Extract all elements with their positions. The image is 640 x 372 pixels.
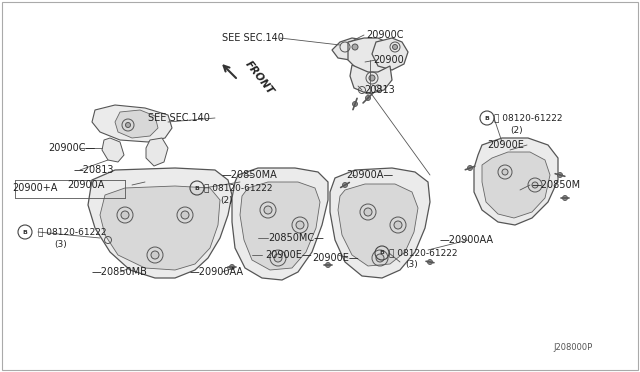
Circle shape: [274, 254, 282, 262]
Circle shape: [151, 251, 159, 259]
Circle shape: [296, 221, 304, 229]
Polygon shape: [240, 182, 320, 270]
Polygon shape: [146, 138, 168, 166]
Circle shape: [342, 183, 348, 187]
Circle shape: [557, 173, 563, 177]
Polygon shape: [115, 110, 158, 138]
Circle shape: [502, 169, 508, 175]
Text: SEE SEC.140: SEE SEC.140: [222, 33, 284, 43]
Circle shape: [532, 182, 538, 188]
Polygon shape: [332, 38, 368, 60]
Circle shape: [352, 44, 358, 50]
Text: 20900E—: 20900E—: [312, 253, 358, 263]
Text: (3): (3): [405, 260, 418, 269]
Text: B: B: [380, 250, 385, 256]
Text: B: B: [195, 186, 200, 190]
Circle shape: [326, 263, 330, 267]
Text: —20900AA: —20900AA: [440, 235, 494, 245]
Text: 20900E—: 20900E—: [265, 250, 312, 260]
Text: Ⓑ 08120-61222: Ⓑ 08120-61222: [204, 183, 273, 192]
Circle shape: [364, 208, 372, 216]
Text: 20813: 20813: [364, 85, 395, 95]
Circle shape: [376, 254, 384, 262]
Text: (3): (3): [54, 240, 67, 248]
Circle shape: [467, 166, 472, 170]
Text: —20850MA: —20850MA: [222, 170, 278, 180]
Circle shape: [264, 206, 272, 214]
Text: B: B: [484, 115, 490, 121]
Circle shape: [394, 221, 402, 229]
Polygon shape: [92, 105, 172, 142]
Polygon shape: [474, 138, 558, 225]
Text: 20900: 20900: [373, 55, 404, 65]
Text: 20900C—: 20900C—: [48, 143, 95, 153]
Polygon shape: [102, 138, 124, 162]
Text: —20850MB: —20850MB: [92, 267, 148, 277]
Circle shape: [392, 45, 397, 49]
Text: Ⓑ 08120-61222: Ⓑ 08120-61222: [389, 248, 458, 257]
Circle shape: [369, 75, 375, 81]
Circle shape: [563, 196, 568, 201]
Polygon shape: [100, 186, 220, 270]
Text: (2): (2): [510, 125, 523, 135]
Circle shape: [353, 102, 358, 106]
Circle shape: [365, 96, 371, 100]
Text: Ⓑ 08120-61222: Ⓑ 08120-61222: [494, 113, 563, 122]
Circle shape: [230, 264, 234, 269]
Text: SEE SEC.140: SEE SEC.140: [148, 113, 210, 123]
Text: 20850MC—: 20850MC—: [268, 233, 324, 243]
Text: 20900+A: 20900+A: [12, 183, 58, 193]
Text: —20900AA: —20900AA: [190, 267, 244, 277]
Polygon shape: [338, 184, 418, 266]
Text: 20900C: 20900C: [366, 30, 403, 40]
Polygon shape: [482, 152, 550, 218]
Polygon shape: [330, 168, 430, 278]
Polygon shape: [372, 38, 408, 70]
Text: 20900A: 20900A: [67, 180, 104, 190]
Polygon shape: [88, 168, 232, 278]
Polygon shape: [232, 168, 328, 280]
Polygon shape: [348, 38, 394, 74]
Text: 20900A—: 20900A—: [346, 170, 393, 180]
Circle shape: [428, 260, 433, 264]
Circle shape: [121, 211, 129, 219]
Circle shape: [125, 122, 131, 128]
Text: Ⓑ 08120-61222: Ⓑ 08120-61222: [38, 228, 106, 237]
Text: J208000P: J208000P: [553, 343, 592, 353]
Text: 20900E: 20900E: [487, 140, 524, 150]
Text: B: B: [22, 230, 28, 234]
Text: FRONT: FRONT: [243, 59, 275, 97]
Text: —20850M: —20850M: [532, 180, 581, 190]
Text: (2): (2): [220, 196, 232, 205]
Circle shape: [181, 211, 189, 219]
Polygon shape: [350, 65, 392, 94]
Text: —20813: —20813: [74, 165, 115, 175]
